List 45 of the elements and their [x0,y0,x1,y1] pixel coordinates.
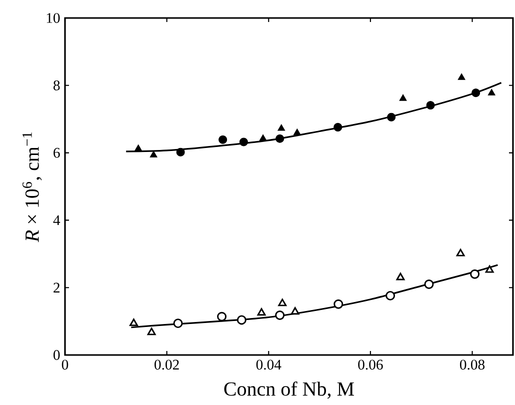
point [399,94,407,101]
point [278,298,287,306]
point [257,308,266,316]
point [275,310,285,320]
point [278,124,286,131]
point [470,269,480,279]
y-tick-label: 8 [54,80,60,90]
x-tick-label: 0.08 [460,360,485,370]
point [293,128,301,136]
point [218,135,228,144]
y-tick-label: 10 [46,13,60,23]
point [387,112,396,122]
point [424,279,434,289]
point [150,150,158,158]
point [217,312,227,322]
y-tick-label: 6 [54,148,60,158]
point [472,88,480,98]
x-tick-label: 0.04 [256,360,282,370]
point [176,148,185,156]
point [236,315,246,325]
x-axis-title: Concn of Nb, M [224,382,354,399]
point [386,290,396,300]
point [456,248,465,256]
x-tick-label: 0.06 [358,360,383,370]
y-tick-label: 4 [53,215,60,226]
point [290,307,300,315]
point [239,138,248,146]
y-axis-title: R × 10$^{6}$, cm$^{−1}$ [22,132,42,242]
point [134,144,142,152]
point [426,101,435,110]
point [334,122,342,132]
y-tick-label: 2 [54,282,60,292]
point [173,318,183,328]
point [458,73,466,80]
point [488,88,496,96]
point [334,299,344,309]
point [130,318,138,326]
point [396,272,405,280]
point [147,328,156,336]
y-tick-label: 0 [54,350,60,360]
point [276,134,284,143]
x-tick-label: 0 [62,360,68,370]
point [259,134,267,141]
x-tick-label: 0.02 [154,360,179,370]
point [485,265,494,273]
